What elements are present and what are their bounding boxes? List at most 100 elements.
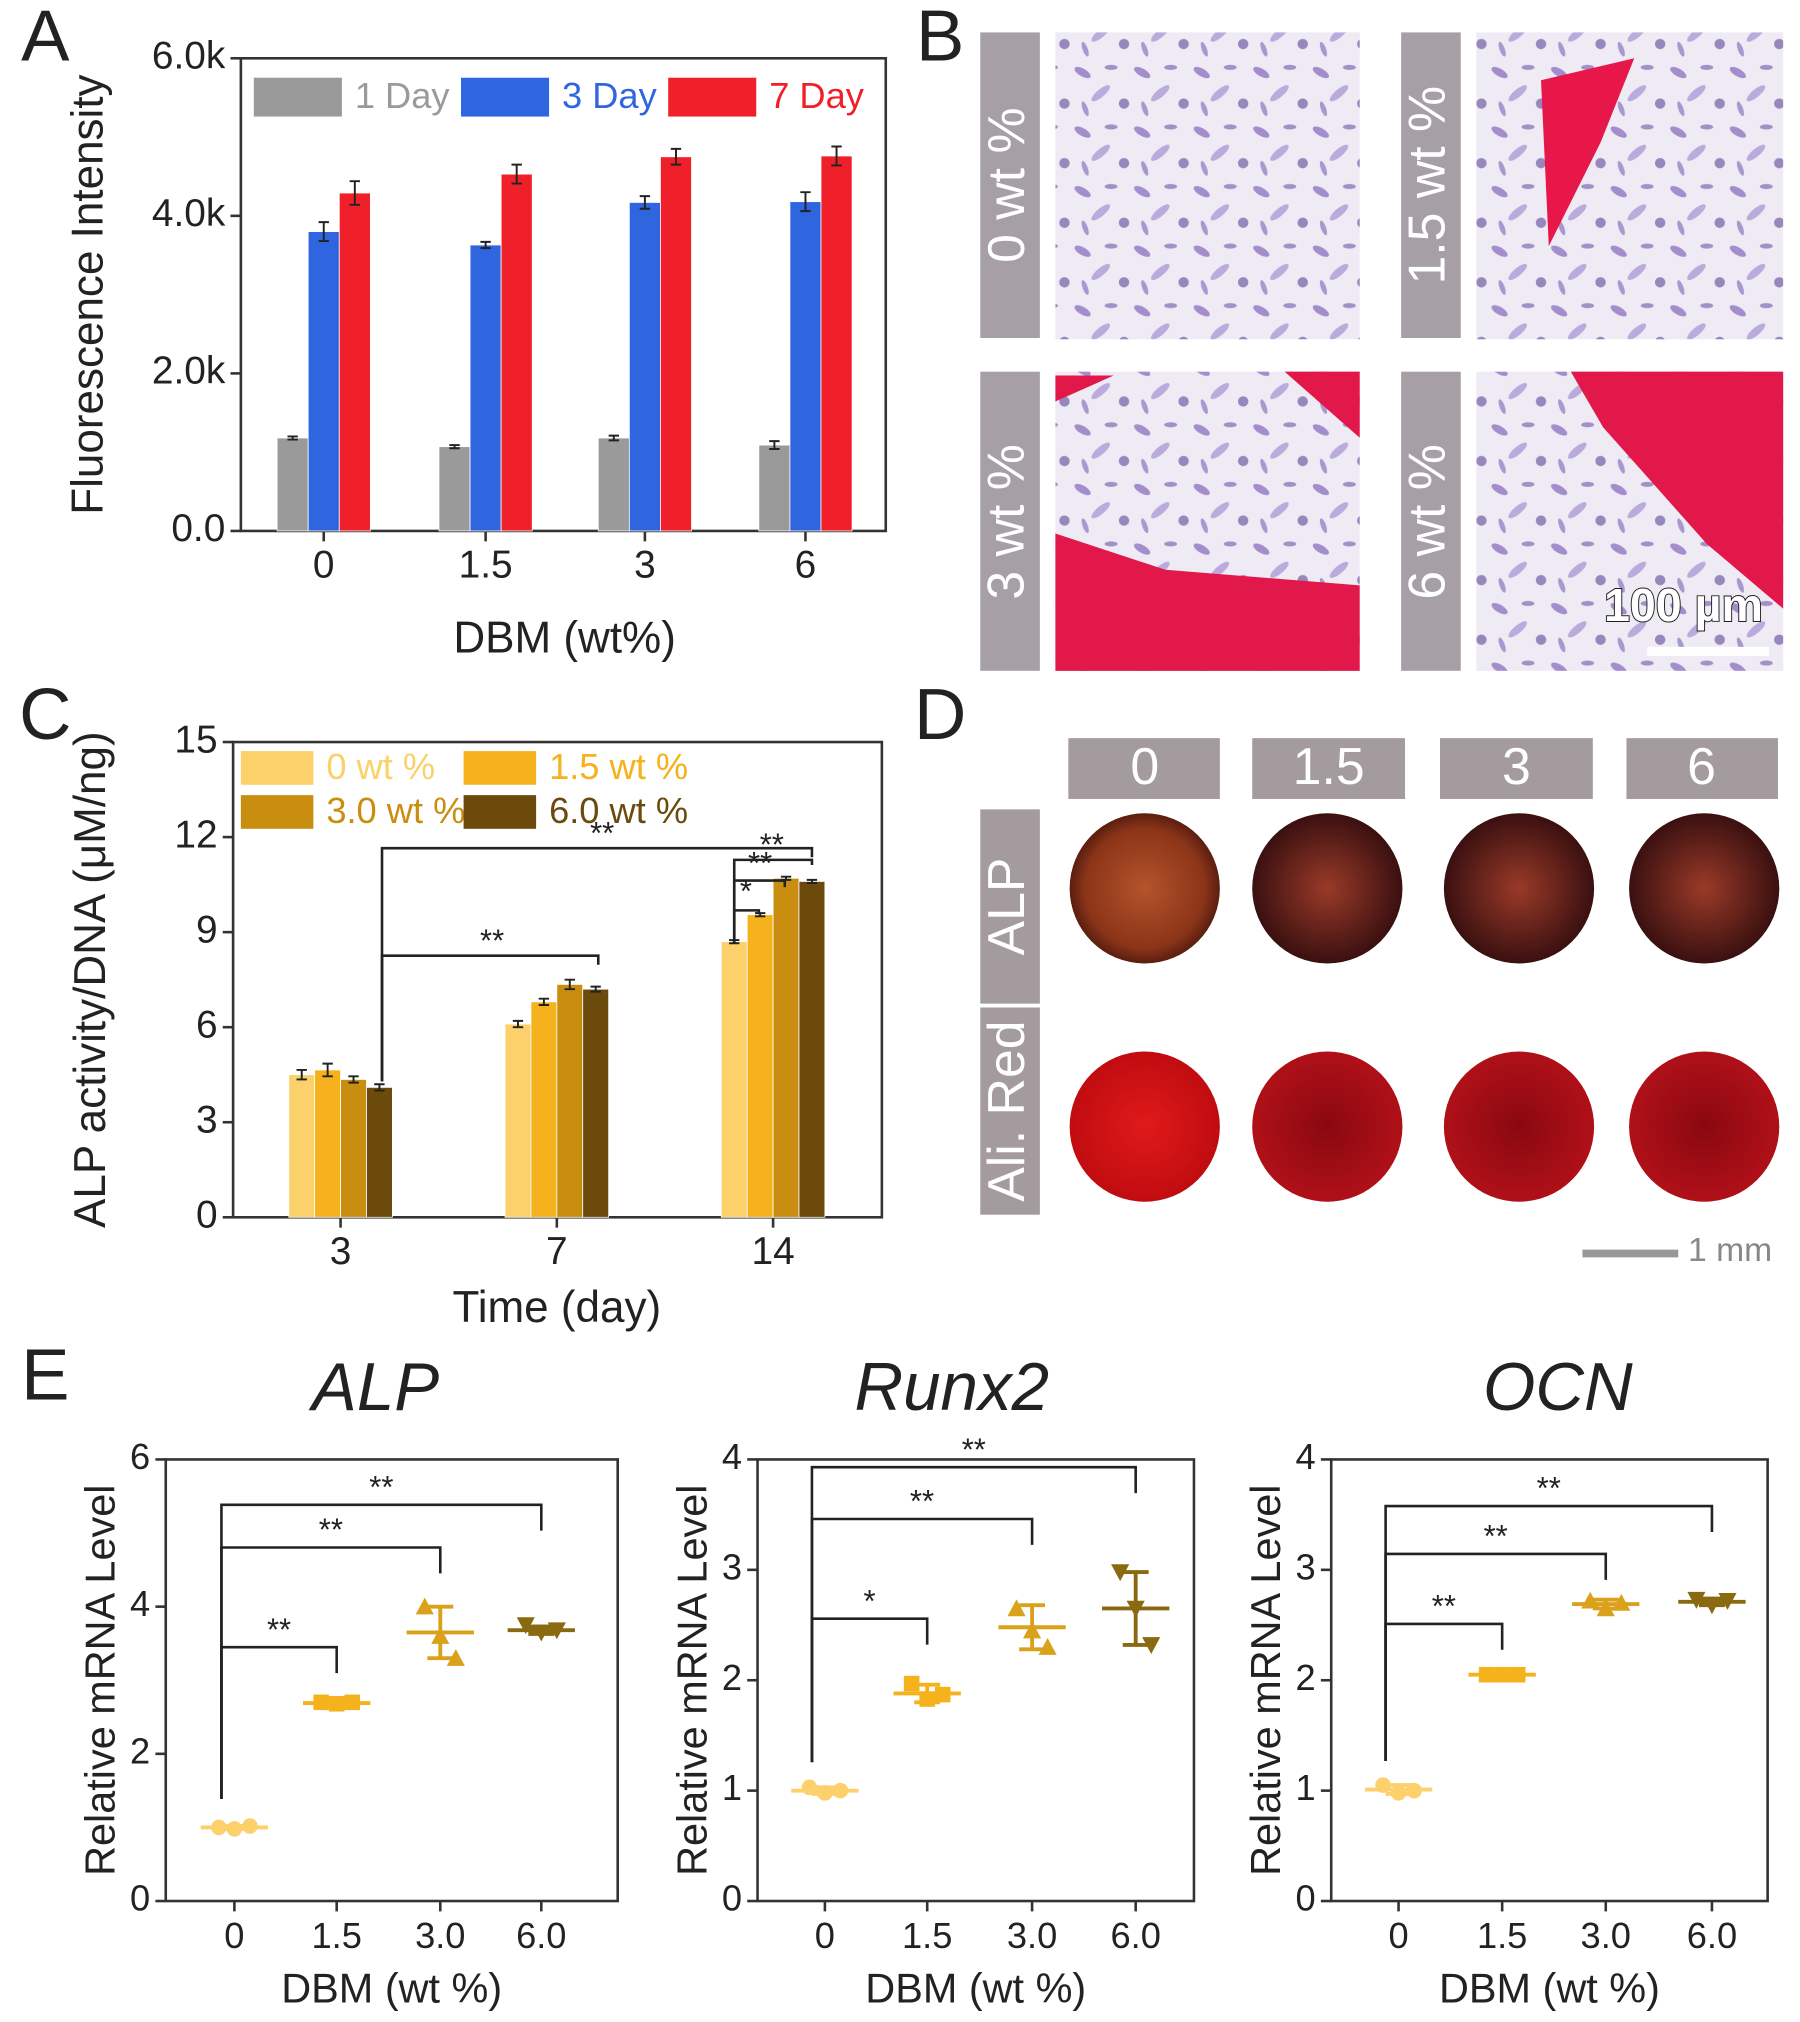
point — [313, 1694, 329, 1711]
y-tick-label: 1 — [1296, 1767, 1316, 1808]
error-bar — [322, 1062, 333, 1078]
y-tick-label: 6 — [130, 1436, 150, 1477]
bar — [789, 201, 822, 532]
error-bar — [608, 434, 619, 442]
label-box — [980, 32, 1040, 339]
legend-label: 3.0 wt % — [326, 790, 465, 831]
significance-label: ** — [910, 1484, 934, 1519]
chart-title: ALP — [308, 1350, 439, 1425]
column-label: 6 — [1687, 737, 1716, 795]
column-label: 0 — [1130, 737, 1159, 795]
y-tick-label: 2 — [722, 1657, 742, 1698]
significance-label: ** — [480, 923, 504, 958]
error-bar — [348, 1075, 359, 1084]
legend-swatch — [253, 77, 342, 117]
panel-b: 0 wt % 1.5 wt % 3 wt % 6 wt % 100 µm — [977, 32, 1784, 671]
significance-label: ** — [962, 1432, 986, 1467]
error-bar — [374, 1083, 385, 1092]
panel-d: 0 1.5 3 6 ALP Ali. Red 1 mm — [977, 737, 1780, 1269]
point — [1478, 1666, 1495, 1683]
bar — [660, 156, 692, 532]
panel-letter: B — [916, 0, 964, 77]
bar — [758, 444, 791, 532]
bar — [276, 437, 309, 532]
error-bar — [480, 240, 491, 250]
y-tick-label: 3 — [1296, 1546, 1316, 1587]
significance-bracket — [1384, 1552, 1608, 1762]
point — [832, 1782, 849, 1799]
legend-label: 6.0 wt % — [549, 790, 688, 831]
bar — [504, 1023, 532, 1218]
point — [1142, 1637, 1161, 1654]
point — [516, 1617, 535, 1635]
bone-tissue — [1055, 375, 1114, 402]
x-axis-label: DBM (wt %) — [281, 1965, 502, 2012]
point — [415, 1597, 434, 1615]
label-box — [980, 1007, 1040, 1215]
point — [446, 1649, 465, 1666]
point — [1038, 1638, 1057, 1655]
y-tick-label: 15 — [174, 718, 217, 761]
point — [547, 1622, 566, 1640]
y-tick-label: 6 — [196, 1003, 218, 1046]
significance-bracket — [380, 954, 600, 1082]
point — [344, 1694, 360, 1711]
label-box — [980, 371, 1040, 671]
point — [1111, 1564, 1130, 1582]
error-bar — [349, 180, 360, 206]
significance-label: ** — [267, 1612, 291, 1647]
point — [226, 1821, 243, 1837]
x-tick-label: 7 — [546, 1230, 568, 1273]
point — [1687, 1591, 1706, 1609]
y-tick-label: 0 — [196, 1194, 218, 1237]
y-tick-label: 2 — [130, 1730, 150, 1771]
significance-label: ** — [1484, 1519, 1508, 1554]
plot-frame — [756, 1458, 1196, 1903]
bar — [530, 1001, 558, 1218]
point — [903, 1675, 920, 1692]
legend-label: 1.5 wt % — [549, 746, 688, 787]
error-bar — [564, 978, 575, 991]
point — [1007, 1599, 1026, 1617]
error-bar — [800, 191, 811, 213]
x-axis-label: DBM (wt%) — [453, 614, 676, 663]
legend-label: 1 Day — [355, 75, 451, 116]
column-label: 3 — [1502, 737, 1531, 795]
y-tick-label: 4.0k — [152, 192, 226, 235]
legend-swatch — [240, 751, 314, 785]
bone-tissue — [1055, 533, 1360, 671]
panel-letter: D — [914, 674, 966, 755]
legend-swatch — [461, 77, 550, 117]
bar — [798, 881, 826, 1218]
bar — [366, 1086, 393, 1218]
row-label: ALP — [977, 858, 1035, 956]
point — [1390, 1785, 1407, 1801]
error-bar — [639, 195, 651, 210]
point — [1509, 1666, 1526, 1683]
well-image — [1069, 813, 1220, 964]
y-tick-label: 9 — [196, 908, 218, 951]
y-axis-label: Fluorescence Intensity — [63, 74, 112, 514]
y-tick-label: 1 — [722, 1767, 742, 1808]
well-image — [1069, 1051, 1220, 1202]
well-image — [1443, 1051, 1595, 1202]
significance-label: ** — [1537, 1471, 1561, 1506]
y-tick-label: 4 — [130, 1583, 150, 1624]
y-tick-label: 0 — [130, 1878, 150, 1919]
x-tick-label: 1.5 — [1477, 1915, 1527, 1956]
point — [211, 1819, 227, 1836]
point — [1406, 1782, 1422, 1799]
bar — [628, 202, 661, 532]
bar — [597, 437, 630, 532]
significance-bracket — [810, 1465, 1137, 1763]
bar — [500, 173, 533, 532]
point — [817, 1785, 833, 1801]
bar — [720, 941, 748, 1218]
x-tick-label: 6.0 — [1110, 1915, 1160, 1956]
x-tick-label: 1.5 — [902, 1915, 952, 1956]
y-tick-label: 3 — [196, 1099, 218, 1142]
x-axis-label: DBM (wt %) — [865, 1965, 1086, 2012]
error-bar — [296, 1068, 307, 1081]
